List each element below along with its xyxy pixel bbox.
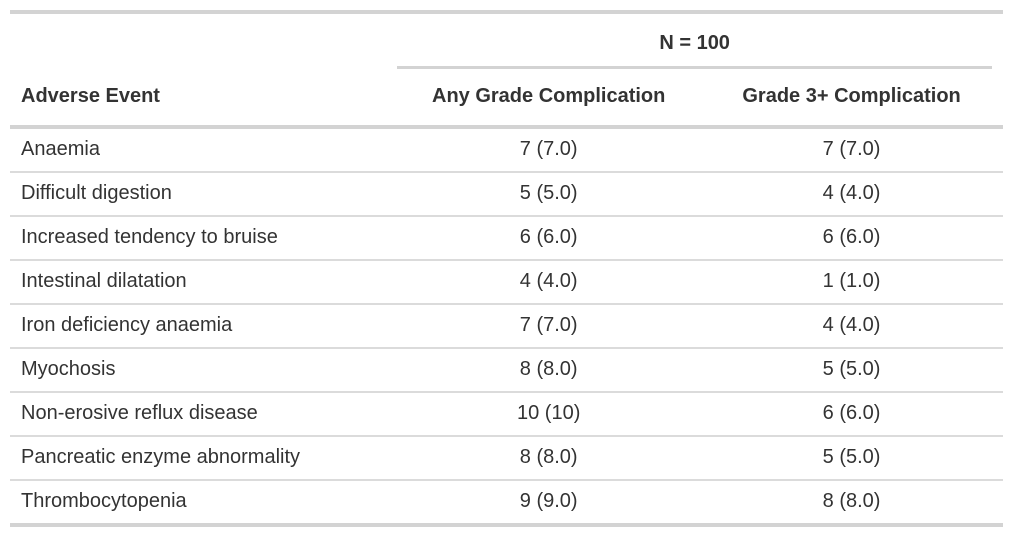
table-body: Anaemia 7 (7.0) 7 (7.0) Difficult digest… [10,127,1003,527]
any-grade-cell: 10 (10) [397,392,701,437]
event-cell: Intestinal dilatation [10,260,398,305]
event-cell: Non-erosive reflux disease [10,392,398,437]
column-header-adverse-event: Adverse Event [10,69,398,129]
spanner-cell: N = 100 [397,10,1003,69]
adverse-events-table-container: N = 100 Adverse Event Any Grade Complica… [10,10,1003,527]
event-cell: Pancreatic enzyme abnormality [10,436,398,481]
grade3plus-cell: 4 (4.0) [700,304,1003,349]
event-cell: Difficult digestion [10,172,398,217]
grade3plus-cell: 5 (5.0) [700,436,1003,481]
column-header-row: Adverse Event Any Grade Complication Gra… [10,69,1003,129]
adverse-events-table: N = 100 Adverse Event Any Grade Complica… [10,10,1003,527]
grade3plus-cell: 6 (6.0) [700,392,1003,437]
table-row: Non-erosive reflux disease 10 (10) 6 (6.… [10,392,1003,437]
table-header: N = 100 Adverse Event Any Grade Complica… [10,10,1003,129]
table-row: Increased tendency to bruise 6 (6.0) 6 (… [10,216,1003,261]
column-header-any-grade: Any Grade Complication [397,69,701,129]
grade3plus-cell: 4 (4.0) [700,172,1003,217]
table-row: Difficult digestion 5 (5.0) 4 (4.0) [10,172,1003,217]
spanner-row: N = 100 [10,10,1003,69]
grade3plus-cell: 5 (5.0) [700,348,1003,393]
table-row: Thrombocytopenia 9 (9.0) 8 (8.0) [10,480,1003,527]
any-grade-cell: 8 (8.0) [397,436,701,481]
any-grade-cell: 7 (7.0) [397,304,701,349]
spanner-label: N = 100 [397,14,992,69]
any-grade-cell: 7 (7.0) [397,127,701,173]
event-cell: Myochosis [10,348,398,393]
event-cell: Thrombocytopenia [10,480,398,527]
any-grade-cell: 5 (5.0) [397,172,701,217]
any-grade-cell: 9 (9.0) [397,480,701,527]
any-grade-cell: 6 (6.0) [397,216,701,261]
grade3plus-cell: 6 (6.0) [700,216,1003,261]
spanner-corner-cell [10,10,398,69]
table-row: Myochosis 8 (8.0) 5 (5.0) [10,348,1003,393]
table-row: Intestinal dilatation 4 (4.0) 1 (1.0) [10,260,1003,305]
table-row: Anaemia 7 (7.0) 7 (7.0) [10,127,1003,173]
grade3plus-cell: 1 (1.0) [700,260,1003,305]
any-grade-cell: 8 (8.0) [397,348,701,393]
grade3plus-cell: 8 (8.0) [700,480,1003,527]
any-grade-cell: 4 (4.0) [397,260,701,305]
table-row: Iron deficiency anaemia 7 (7.0) 4 (4.0) [10,304,1003,349]
event-cell: Increased tendency to bruise [10,216,398,261]
event-cell: Iron deficiency anaemia [10,304,398,349]
event-cell: Anaemia [10,127,398,173]
column-header-grade3plus: Grade 3+ Complication [700,69,1003,129]
grade3plus-cell: 7 (7.0) [700,127,1003,173]
table-row: Pancreatic enzyme abnormality 8 (8.0) 5 … [10,436,1003,481]
